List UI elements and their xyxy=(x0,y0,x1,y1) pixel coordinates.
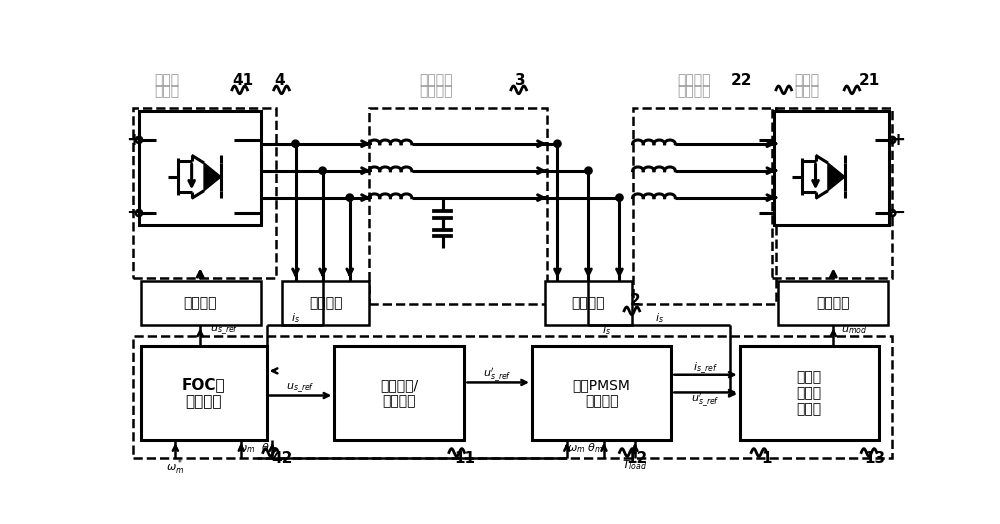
Text: 42: 42 xyxy=(271,451,292,466)
Bar xyxy=(774,112,889,225)
Text: 22: 22 xyxy=(730,73,752,88)
Text: 驱动侧: 驱动侧 xyxy=(154,73,180,87)
Bar xyxy=(778,281,888,325)
Text: $i_s$: $i_s$ xyxy=(602,323,611,337)
Bar xyxy=(545,281,632,325)
Polygon shape xyxy=(828,163,845,191)
Text: +: + xyxy=(890,131,905,149)
Text: 纹波抑制: 纹波抑制 xyxy=(420,73,453,87)
Circle shape xyxy=(292,140,299,147)
Circle shape xyxy=(554,140,561,147)
Text: 41: 41 xyxy=(232,73,253,88)
Text: $u_{mod}$: $u_{mod}$ xyxy=(841,324,867,336)
Bar xyxy=(133,107,276,278)
Bar xyxy=(369,107,547,304)
Text: 阻抗网络: 阻抗网络 xyxy=(420,84,453,99)
Text: FOC调
速控制器: FOC调 速控制器 xyxy=(181,377,225,409)
Circle shape xyxy=(585,168,592,174)
Bar xyxy=(140,346,267,440)
Text: 脉宽调制: 脉宽调制 xyxy=(817,296,850,310)
Bar xyxy=(139,112,261,225)
Text: 逆变器: 逆变器 xyxy=(794,84,819,99)
Text: $u_{s\_ref}'$: $u_{s\_ref}'$ xyxy=(483,367,512,384)
Text: 电流采样: 电流采样 xyxy=(572,296,605,310)
Text: 电流采样: 电流采样 xyxy=(309,296,342,310)
Circle shape xyxy=(347,194,353,201)
Text: $i_{s\_ref}$: $i_{s\_ref}$ xyxy=(693,360,718,376)
Circle shape xyxy=(320,168,326,174)
Circle shape xyxy=(616,194,623,201)
Text: 21: 21 xyxy=(858,73,880,88)
Text: 目标PMSM
数学模型: 目标PMSM 数学模型 xyxy=(573,378,631,408)
Text: $i_s$: $i_s$ xyxy=(655,312,664,325)
Bar xyxy=(334,346,464,440)
Text: $\omega_m\ \ \theta_m$: $\omega_m\ \ \theta_m$ xyxy=(237,441,277,455)
Text: 3: 3 xyxy=(515,73,526,88)
Text: 逆变器: 逆变器 xyxy=(154,84,180,99)
Text: 2: 2 xyxy=(630,292,640,308)
Text: $u_{s\_ref}$: $u_{s\_ref}$ xyxy=(286,381,314,395)
Text: $i_s$: $i_s$ xyxy=(291,311,300,325)
Bar xyxy=(140,281,261,325)
Bar xyxy=(740,346,879,440)
Text: 13: 13 xyxy=(865,451,886,466)
Text: +: + xyxy=(126,131,141,149)
Text: $\omega_m\ \theta_m$: $\omega_m\ \theta_m$ xyxy=(567,441,604,455)
Text: $T_{load}$: $T_{load}$ xyxy=(622,458,648,472)
Text: −: − xyxy=(126,204,141,222)
Text: 12: 12 xyxy=(626,451,647,466)
Text: 11: 11 xyxy=(454,451,475,466)
Text: $\omega_m^*$: $\omega_m^*$ xyxy=(166,458,185,477)
Text: 电流全
带宽控
制环节: 电流全 带宽控 制环节 xyxy=(797,370,822,417)
Text: 电压传输/
补偿环节: 电压传输/ 补偿环节 xyxy=(380,378,418,408)
Bar xyxy=(633,107,776,304)
Text: 电机侧: 电机侧 xyxy=(794,73,819,87)
Text: $u_{s\_ref}'$: $u_{s\_ref}'$ xyxy=(691,391,720,409)
Text: 1: 1 xyxy=(761,451,772,466)
Bar xyxy=(133,336,892,458)
Text: 阻抗网络: 阻抗网络 xyxy=(677,84,710,99)
Bar xyxy=(532,346,671,440)
Text: −: − xyxy=(890,204,905,222)
Text: $u_{s\_ref}$: $u_{s\_ref}$ xyxy=(210,323,239,337)
Polygon shape xyxy=(204,163,221,191)
Bar xyxy=(772,107,892,278)
Text: 4: 4 xyxy=(275,73,285,88)
Text: 脉宽调制: 脉宽调制 xyxy=(183,296,217,310)
Bar xyxy=(282,281,369,325)
Text: 电流控制: 电流控制 xyxy=(677,73,710,87)
